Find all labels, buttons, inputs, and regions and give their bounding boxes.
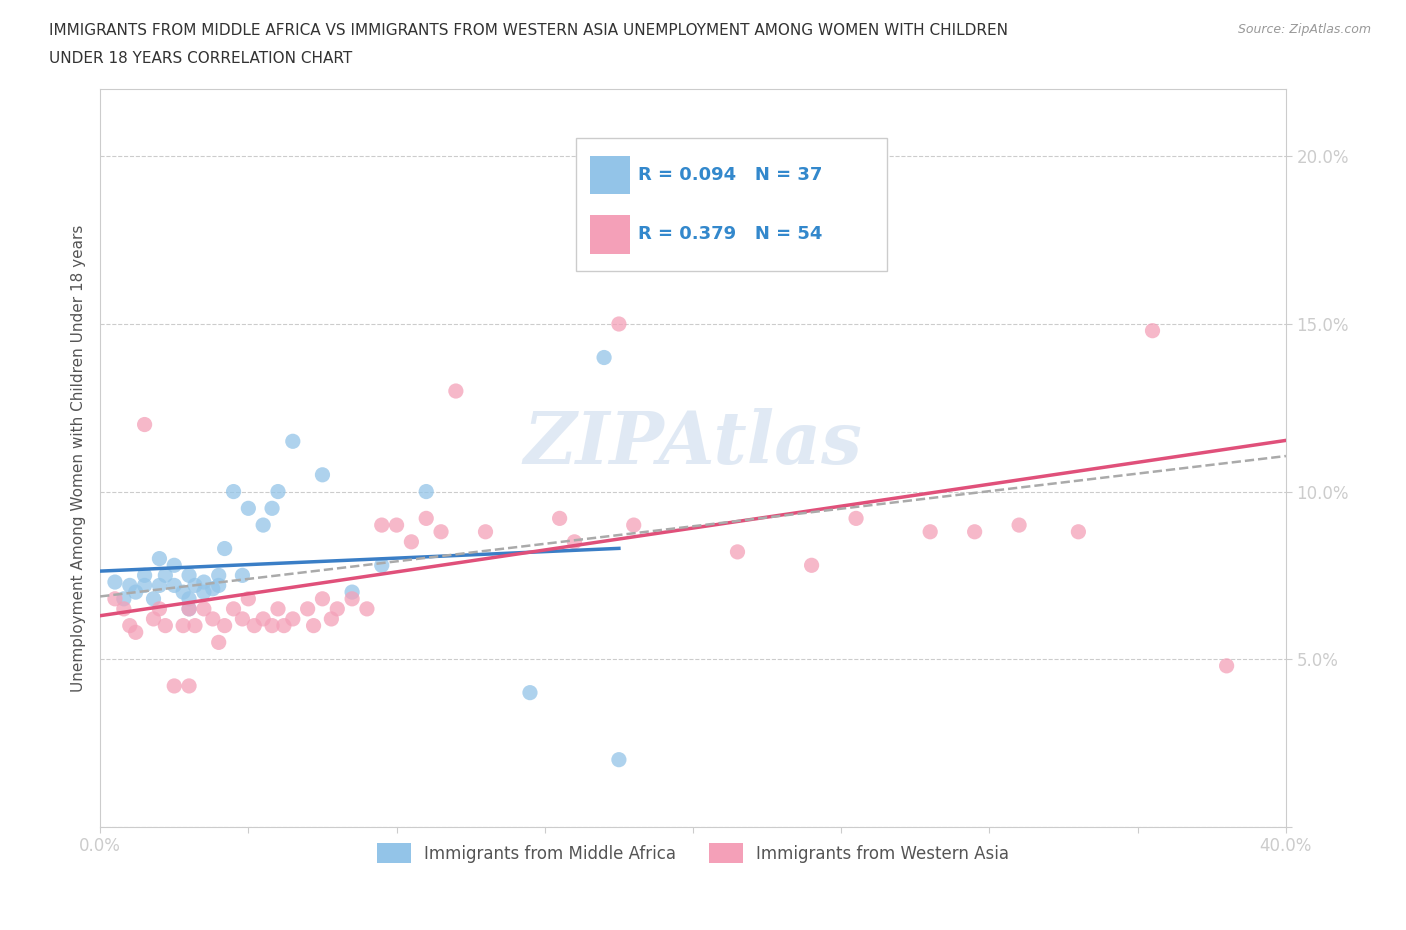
Point [163, 578, 186, 592]
Point [548, 511, 571, 525]
Point [155, 568, 177, 583]
Text: R = 0.379   N = 54: R = 0.379 N = 54 [638, 225, 823, 244]
Point [415, 485, 437, 499]
Point [201, 581, 224, 596]
Point [238, 591, 260, 606]
Text: IMMIGRANTS FROM MIDDLE AFRICA VS IMMIGRANTS FROM WESTERN ASIA UNEMPLOYMENT AMONG: IMMIGRANTS FROM MIDDLE AFRICA VS IMMIGRA… [49, 23, 1008, 38]
Point [134, 568, 156, 583]
Point [177, 568, 200, 583]
Point [148, 602, 170, 617]
Point [252, 518, 274, 533]
Point [800, 558, 823, 573]
Point [238, 501, 260, 516]
Text: Source: ZipAtlas.com: Source: ZipAtlas.com [1237, 23, 1371, 36]
Point [172, 585, 194, 600]
Point [623, 518, 645, 533]
Point [163, 679, 186, 694]
Point [252, 612, 274, 627]
Point [155, 618, 177, 633]
Point [112, 591, 135, 606]
Point [134, 578, 156, 592]
Point [177, 602, 200, 617]
Point [727, 544, 749, 559]
Point [321, 612, 343, 627]
Point [430, 525, 453, 539]
Point [1067, 525, 1090, 539]
Point [371, 558, 394, 573]
Point [142, 612, 165, 627]
Point [134, 417, 156, 432]
Point [920, 525, 942, 539]
Point [193, 585, 215, 600]
Point [281, 434, 304, 449]
Point [371, 518, 394, 533]
Point [474, 525, 496, 539]
Point [243, 618, 266, 633]
Point [208, 578, 231, 592]
Point [214, 541, 236, 556]
Point [222, 602, 245, 617]
Point [177, 591, 200, 606]
Point [444, 383, 467, 398]
Point [172, 618, 194, 633]
Point [231, 568, 253, 583]
Point [184, 618, 207, 633]
Text: ZIPAtlas: ZIPAtlas [523, 408, 862, 479]
Legend: Immigrants from Middle Africa, Immigrants from Western Asia: Immigrants from Middle Africa, Immigrant… [371, 836, 1015, 870]
Point [177, 602, 200, 617]
Point [104, 575, 127, 590]
Point [118, 618, 141, 633]
Point [125, 585, 148, 600]
Point [163, 558, 186, 573]
Point [281, 612, 304, 627]
Point [963, 525, 986, 539]
Point [682, 199, 704, 214]
Point [302, 618, 325, 633]
Point [193, 575, 215, 590]
Point [104, 591, 127, 606]
Text: R = 0.094   N = 37: R = 0.094 N = 37 [638, 166, 823, 184]
Point [564, 535, 586, 550]
Point [1008, 518, 1031, 533]
Point [118, 578, 141, 592]
Point [222, 485, 245, 499]
Point [273, 618, 295, 633]
Point [148, 551, 170, 566]
Point [208, 568, 231, 583]
Point [415, 511, 437, 525]
Point [845, 511, 868, 525]
Point [519, 685, 541, 700]
Point [267, 602, 290, 617]
Point [125, 625, 148, 640]
Point [184, 578, 207, 592]
Point [593, 350, 616, 365]
Point [112, 602, 135, 617]
Point [311, 468, 333, 483]
Point [607, 752, 630, 767]
Point [311, 591, 333, 606]
Point [148, 578, 170, 592]
Point [177, 679, 200, 694]
Point [231, 612, 253, 627]
Point [214, 618, 236, 633]
Point [385, 518, 408, 533]
Point [142, 591, 165, 606]
Point [356, 602, 378, 617]
Point [1215, 658, 1237, 673]
Point [326, 602, 349, 617]
Text: UNDER 18 YEARS CORRELATION CHART: UNDER 18 YEARS CORRELATION CHART [49, 51, 353, 66]
Point [201, 612, 224, 627]
Point [1142, 324, 1164, 339]
Point [401, 535, 423, 550]
Point [208, 635, 231, 650]
Y-axis label: Unemployment Among Women with Children Under 18 years: Unemployment Among Women with Children U… [72, 224, 86, 692]
Point [340, 585, 363, 600]
Point [262, 501, 284, 516]
Point [193, 602, 215, 617]
Point [607, 316, 630, 331]
Point [340, 591, 363, 606]
Point [262, 618, 284, 633]
Point [297, 602, 319, 617]
Point [267, 485, 290, 499]
